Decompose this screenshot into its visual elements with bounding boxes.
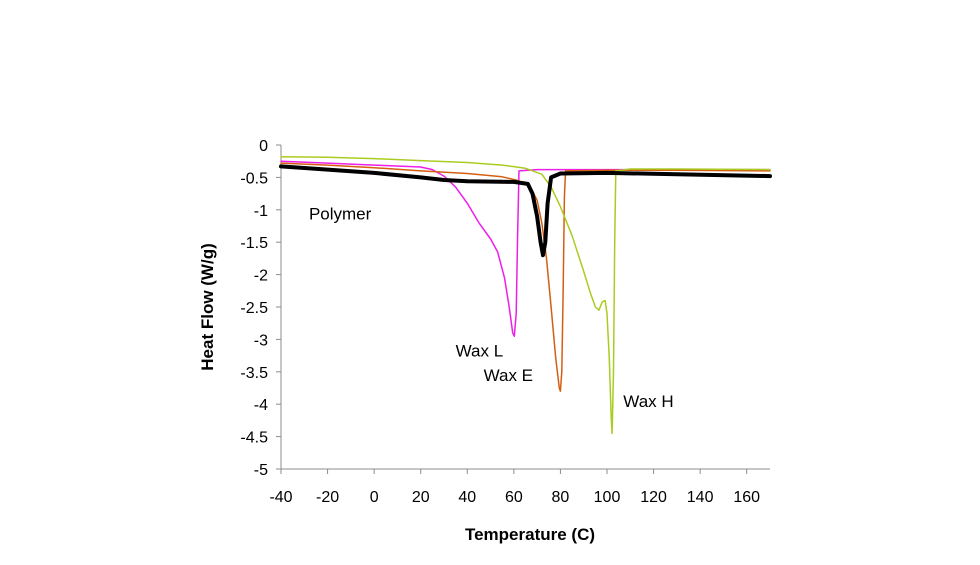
series-label-wax-l: Wax L — [456, 341, 504, 360]
series-lines — [279, 155, 772, 435]
axes: 0 -0.5 -1 -1.5 -2 -2.5 -3 -3.5 -4 -4.5 -5-40 -20 0 20… — [240, 138, 770, 506]
x-tick-label: -20 — [316, 489, 339, 506]
x-tick-label: 20 — [412, 489, 430, 506]
series-label-wax-h: Wax H — [623, 392, 673, 411]
series-label-wax-e: Wax E — [484, 366, 533, 385]
x-tick-label: -40 — [269, 489, 292, 506]
series-label-polymer: Polymer — [309, 205, 372, 224]
x-tick-label: 60 — [505, 489, 523, 506]
series-line-wax-l — [280, 160, 771, 337]
y-axis-title: Heat Flow (W/g) — [198, 243, 217, 370]
y-tick-label: -1.5 — [240, 235, 268, 252]
y-tick-label: -2.5 — [240, 300, 268, 317]
y-tick-label: -4.5 — [240, 430, 268, 447]
y-tick-label: -4 — [254, 397, 268, 414]
x-tick-label: 0 — [370, 489, 379, 506]
y-tick-label: -2 — [254, 268, 268, 285]
y-tick-label: -5 — [254, 462, 268, 479]
y-tick-label: -1 — [254, 203, 268, 220]
y-tick-label: -0.5 — [240, 170, 268, 187]
x-tick-label: 40 — [458, 489, 476, 506]
y-tick-label: 0 — [259, 138, 268, 155]
series-labels: Polymer Wax L Wax E Wax H — [309, 205, 674, 411]
x-tick-label: 100 — [594, 489, 621, 506]
x-tick-label: 160 — [733, 489, 760, 506]
y-tick-label: -3.5 — [240, 365, 268, 382]
series-line-polymer — [279, 164, 772, 258]
series-line-wax-h — [280, 155, 771, 435]
x-tick-label: 120 — [640, 489, 667, 506]
series-line-wax-e — [280, 162, 771, 392]
x-tick-label: 80 — [552, 489, 570, 506]
x-axis-title: Temperature (C) — [465, 525, 595, 544]
x-tick-label: 140 — [687, 489, 714, 506]
y-tick-label: -3 — [254, 332, 268, 349]
